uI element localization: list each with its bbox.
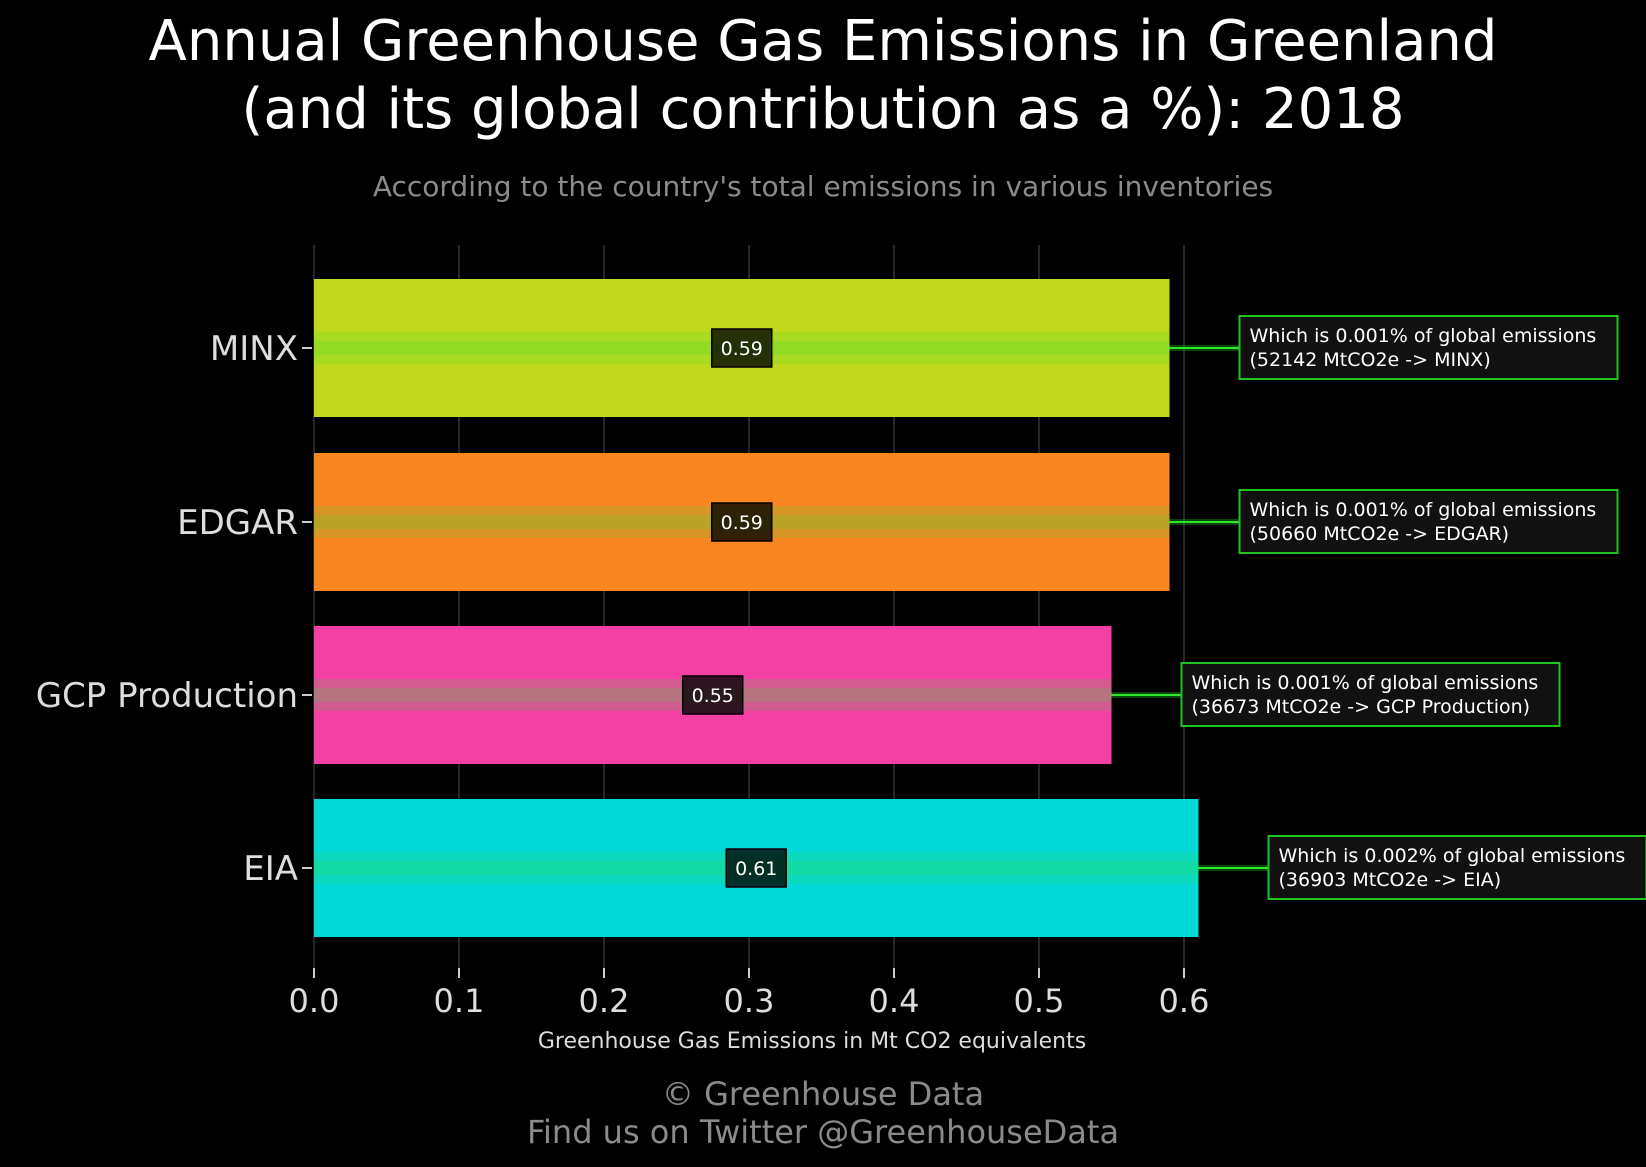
- x-tick-label: 0.3: [724, 982, 775, 1020]
- annotation-line-1: Which is 0.001% of global emissions: [1250, 325, 1597, 347]
- annotation-line-1: Which is 0.002% of global emissions: [1279, 845, 1626, 867]
- value-label-box: [711, 502, 773, 542]
- footer-twitter: Find us on Twitter @GreenhouseData: [526, 1113, 1120, 1151]
- x-tick-label: 0.5: [1014, 982, 1065, 1020]
- annotation-line-1: Which is 0.001% of global emissions: [1250, 499, 1597, 521]
- title-line-1: Annual Greenhouse Gas Emissions in Green…: [148, 9, 1498, 74]
- title-line-2: (and its global contribution as a %): 20…: [241, 77, 1405, 142]
- value-label: 0.61: [735, 858, 777, 880]
- annotation-box: [1238, 315, 1619, 380]
- y-tick-label: EIA: [243, 849, 298, 889]
- y-tick-label: EDGAR: [177, 503, 298, 543]
- y-tick-label: MINX: [210, 329, 298, 369]
- x-tick-label: 0.6: [1159, 982, 1210, 1020]
- value-label: 0.59: [721, 338, 763, 360]
- value-label-box: [682, 675, 744, 715]
- chart-subtitle: According to the country's total emissio…: [372, 170, 1274, 203]
- footer-copyright: © Greenhouse Data: [661, 1075, 985, 1113]
- chart-title: Annual Greenhouse Gas Emissions in Green…: [0, 8, 1646, 144]
- annotation-box: [1267, 835, 1646, 900]
- value-label-box: [711, 328, 773, 368]
- value-label: 0.55: [692, 685, 734, 707]
- annotation-box: [1238, 489, 1619, 554]
- annotation-line-2: (36903 MtCO2e -> EIA): [1279, 869, 1502, 891]
- value-label: 0.59: [721, 512, 763, 534]
- annotation-box: [1180, 662, 1561, 727]
- value-label-box: [725, 848, 787, 888]
- y-tick-label: GCP Production: [36, 676, 298, 716]
- x-tick-label: 0.2: [579, 982, 630, 1020]
- annotation-line-1: Which is 0.001% of global emissions: [1192, 672, 1539, 694]
- annotation-line-2: (52142 MtCO2e -> MINX): [1250, 349, 1491, 371]
- x-tick-label: 0.0: [289, 982, 340, 1020]
- x-tick-label: 0.4: [869, 982, 920, 1020]
- annotation-line-2: (50660 MtCO2e -> EDGAR): [1250, 523, 1510, 545]
- x-axis-label: Greenhouse Gas Emissions in Mt CO2 equiv…: [538, 1029, 1086, 1054]
- x-tick-label: 0.1: [434, 982, 485, 1020]
- annotation-line-2: (36673 MtCO2e -> GCP Production): [1192, 696, 1531, 718]
